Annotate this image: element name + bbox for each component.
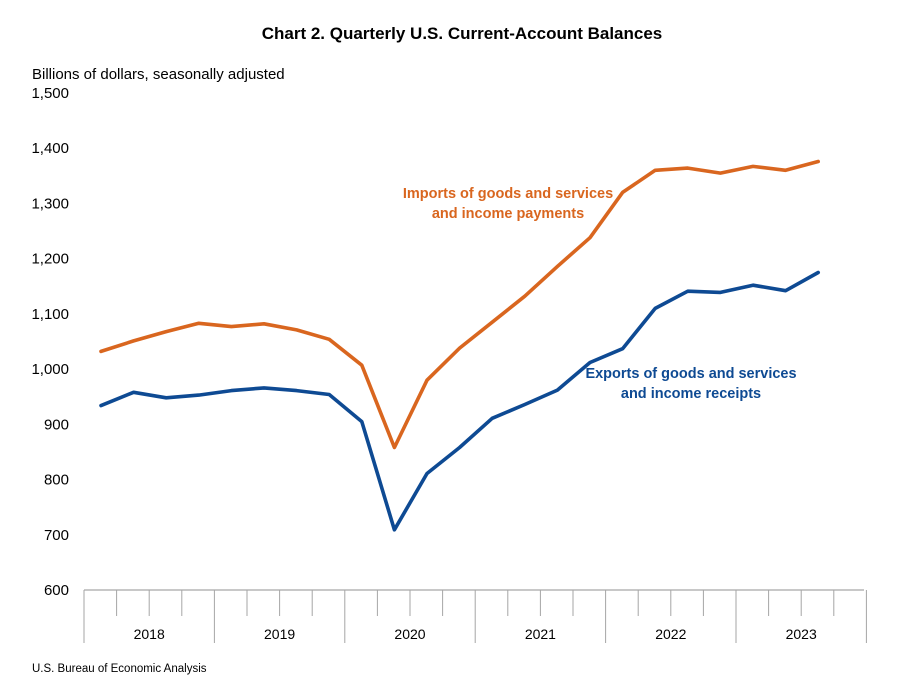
x-year-label: 2020 (394, 626, 425, 642)
series-label-1: Exports of goods and services (585, 366, 796, 382)
source-note: U.S. Bureau of Economic Analysis (32, 663, 207, 675)
x-year-label: 2018 (134, 626, 165, 642)
y-tick-label: 1,300 (31, 195, 69, 212)
x-year-label: 2022 (655, 626, 686, 642)
x-year-label: 2019 (264, 626, 295, 642)
y-tick-label: 700 (44, 527, 69, 544)
y-tick-label: 1,500 (31, 85, 69, 102)
y-tick-label: 1,200 (31, 251, 69, 268)
series-line-0 (99, 159, 821, 450)
chart-title: Chart 2. Quarterly U.S. Current-Account … (261, 24, 663, 43)
y-tick-label: 1,100 (31, 306, 69, 323)
y-tick-label: 600 (44, 582, 69, 599)
series-label-0: Imports of goods and services (403, 186, 613, 202)
x-year-label: 2021 (525, 626, 556, 642)
y-tick-label: 800 (44, 472, 69, 489)
series-label-0: and income payments (432, 206, 584, 222)
y-tick-label: 900 (44, 416, 69, 433)
y-axis-label: Billions of dollars, seasonally adjusted (32, 66, 285, 83)
series-label-1: and income receipts (621, 386, 761, 402)
series-line-1 (99, 270, 821, 532)
y-tick-label: 1,400 (31, 140, 69, 157)
x-year-label: 2023 (786, 626, 817, 642)
y-tick-label: 1,000 (31, 361, 69, 378)
